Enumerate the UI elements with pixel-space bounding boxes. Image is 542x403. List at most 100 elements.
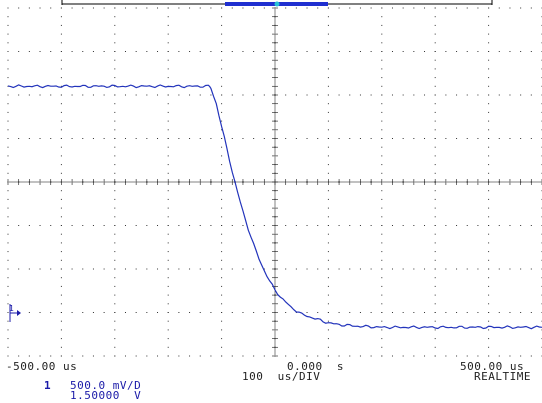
grid-dot — [327, 111, 329, 113]
grid-dot — [434, 103, 436, 105]
grid-dot — [381, 225, 383, 226]
grid-dot — [60, 320, 62, 322]
grid-dot — [178, 94, 180, 96]
center-horizontal-axis-dot — [281, 181, 283, 183]
grid-dot — [488, 164, 490, 166]
grid-dot — [424, 355, 426, 357]
grid-dot — [167, 225, 169, 226]
grid-dot — [242, 355, 244, 357]
grid-dot — [434, 7, 436, 9]
grid-dot — [167, 120, 169, 122]
grid-dot — [498, 225, 500, 226]
grid-dot — [60, 346, 62, 348]
grid-dot — [359, 94, 361, 96]
grid-dot — [7, 225, 9, 226]
grid-dot — [210, 355, 212, 357]
grid-dot — [124, 51, 126, 52]
center-vertical-axis-dot — [274, 25, 276, 27]
center-horizontal-axis-dot — [83, 181, 85, 183]
grid-dot — [221, 346, 223, 348]
grid-dot — [370, 7, 372, 9]
grid-dot — [520, 94, 522, 96]
channel-number-label: 1 — [44, 379, 52, 392]
grid-dot — [7, 259, 9, 261]
center-horizontal-axis-dot — [527, 181, 529, 183]
grid-dot — [82, 312, 84, 313]
grid-dot — [92, 7, 94, 9]
ground-marker-label: 1 — [9, 304, 14, 313]
center-horizontal-axis-dot — [423, 181, 425, 183]
grid-dot — [92, 268, 94, 270]
center-vertical-axis-dot — [274, 55, 276, 57]
grid-dot — [253, 94, 255, 96]
grid-dot — [124, 7, 126, 9]
center-vertical-axis-dot — [274, 227, 276, 229]
grid-dot — [221, 355, 223, 357]
center-vertical-axis-dot — [274, 31, 276, 33]
grid-dot — [253, 7, 255, 9]
grid-dot — [445, 7, 447, 9]
center-horizontal-axis-dot — [15, 181, 17, 183]
grid-dot — [167, 68, 169, 70]
center-vertical-axis-dot — [274, 213, 276, 215]
center-horizontal-axis-dot — [501, 181, 503, 183]
center-horizontal-axis-dot — [523, 181, 525, 183]
center-vertical-axis-dot — [274, 163, 276, 165]
center-vertical-axis-dot — [274, 63, 276, 65]
grid-dot — [338, 225, 340, 226]
center-horizontal-axis-dot — [31, 181, 33, 183]
center-vertical-axis-dot — [274, 263, 276, 265]
center-vertical-axis-dot — [274, 177, 276, 179]
center-horizontal-axis-dot — [367, 181, 369, 183]
center-horizontal-axis-dot — [391, 181, 393, 183]
grid-dot — [434, 242, 436, 244]
center-vertical-axis-dot — [274, 167, 276, 169]
grid-dot — [114, 103, 116, 105]
grid-dot — [60, 251, 62, 253]
grid-dot — [327, 7, 329, 9]
grid-dot — [285, 268, 287, 270]
trigger-position-marker[interactable] — [274, 1, 280, 7]
grid-dot — [167, 251, 169, 253]
grid-dot — [295, 138, 297, 139]
center-horizontal-axis-dot — [489, 181, 491, 183]
ground-arrow-icon[interactable] — [9, 304, 21, 322]
grid-dot — [466, 138, 468, 139]
grid-dot — [295, 7, 297, 9]
grid-dot — [402, 51, 404, 52]
grid-dot — [221, 242, 223, 244]
center-horizontal-axis-dot — [173, 181, 175, 183]
grid-dot — [210, 268, 212, 270]
grid-dot — [7, 207, 9, 209]
grid-dot — [7, 33, 9, 35]
grid-dot — [221, 138, 223, 139]
center-horizontal-axis-dot — [301, 181, 303, 183]
grid-dot — [488, 259, 490, 261]
grid-dot — [199, 225, 201, 226]
center-horizontal-axis-dot — [183, 181, 185, 183]
grid-dot — [327, 24, 329, 26]
center-vertical-axis-dot — [274, 149, 276, 151]
grid-dot — [60, 303, 62, 305]
grid-dot — [114, 68, 116, 70]
graticule-grid — [7, 7, 542, 357]
center-horizontal-axis-dot — [99, 181, 101, 183]
grid-dot — [466, 355, 468, 357]
grid-dot — [317, 7, 319, 9]
center-vertical-axis-dot — [274, 315, 276, 317]
center-vertical-axis-dot — [274, 267, 276, 269]
center-horizontal-axis-dot — [139, 181, 141, 183]
grid-dot — [498, 94, 500, 96]
grid-dot — [221, 59, 223, 61]
grid-dot — [39, 312, 41, 313]
grid-dot — [413, 138, 415, 139]
center-horizontal-axis-dot — [379, 181, 381, 183]
center-vertical-axis-dot — [274, 327, 276, 329]
grid-dot — [327, 51, 329, 52]
grid-dot — [456, 225, 458, 226]
grid-dot — [306, 51, 308, 52]
grid-dot — [456, 138, 458, 139]
center-horizontal-axis-dot — [129, 181, 131, 183]
center-horizontal-axis-dot — [319, 181, 321, 183]
center-vertical-axis-dot — [274, 147, 276, 149]
